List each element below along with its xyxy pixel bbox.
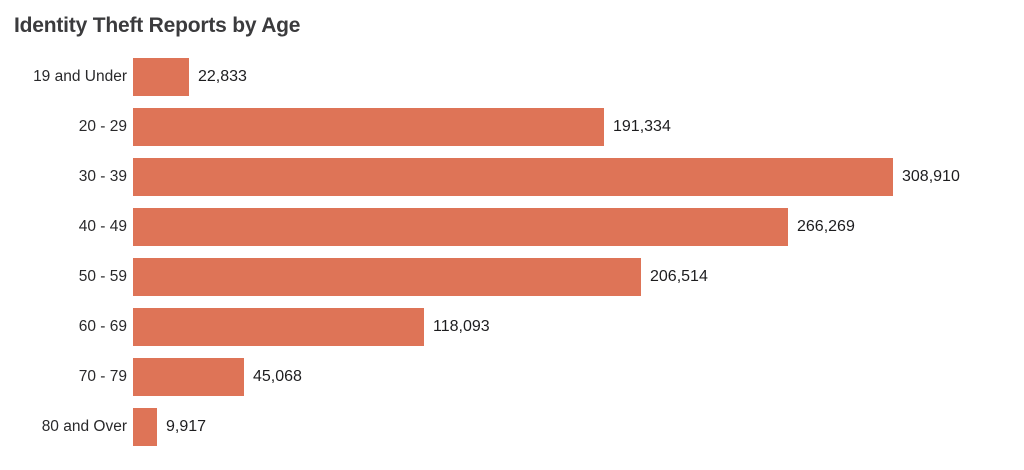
bar-track: 45,068 (133, 358, 1024, 396)
bar-track: 191,334 (133, 108, 1024, 146)
category-label: 60 - 69 (78, 318, 127, 335)
bar-track: 206,514 (133, 258, 1024, 296)
bar-track: 22,833 (133, 58, 1024, 96)
bar (133, 108, 604, 146)
category-label: 40 - 49 (78, 218, 127, 235)
bar (133, 308, 424, 346)
category-label: 70 - 79 (78, 368, 127, 385)
category-label: 80 and Over (41, 418, 127, 435)
bar-row: 20 - 29 191,334 (0, 102, 1024, 152)
bar-row: 40 - 49 266,269 (0, 202, 1024, 252)
value-label: 206,514 (650, 268, 708, 285)
bar-row: 80 and Over 9,917 (0, 402, 1024, 452)
value-label: 308,910 (902, 168, 960, 185)
bar (133, 258, 641, 296)
bar-track: 118,093 (133, 308, 1024, 346)
bar (133, 158, 893, 196)
bar (133, 208, 788, 246)
value-label: 118,093 (433, 318, 490, 335)
category-label: 20 - 29 (78, 118, 127, 135)
category-label: 50 - 59 (78, 268, 127, 285)
value-label: 22,833 (198, 68, 247, 85)
chart-title: Identity Theft Reports by Age (14, 14, 301, 37)
bar-track: 9,917 (133, 408, 1024, 446)
bar-row: 30 - 39 308,910 (0, 152, 1024, 202)
bar-track: 266,269 (133, 208, 1024, 246)
value-label: 266,269 (797, 218, 855, 235)
value-label: 45,068 (253, 368, 302, 385)
category-label: 19 and Under (33, 68, 127, 85)
bar (133, 358, 244, 396)
bar-track: 308,910 (133, 158, 1024, 196)
bar-row: 50 - 59 206,514 (0, 252, 1024, 302)
bar (133, 58, 189, 96)
bar-chart: 19 and Under 22,833 20 - 29 191,334 30 - 39 3… (0, 52, 1024, 452)
bar-row: 19 and Under 22,833 (0, 52, 1024, 102)
bar (133, 408, 157, 446)
value-label: 9,917 (166, 418, 207, 435)
category-label: 30 - 39 (78, 168, 127, 185)
bar-row: 60 - 69 118,093 (0, 302, 1024, 352)
value-label: 191,334 (613, 118, 671, 135)
bar-row: 70 - 79 45,068 (0, 352, 1024, 402)
